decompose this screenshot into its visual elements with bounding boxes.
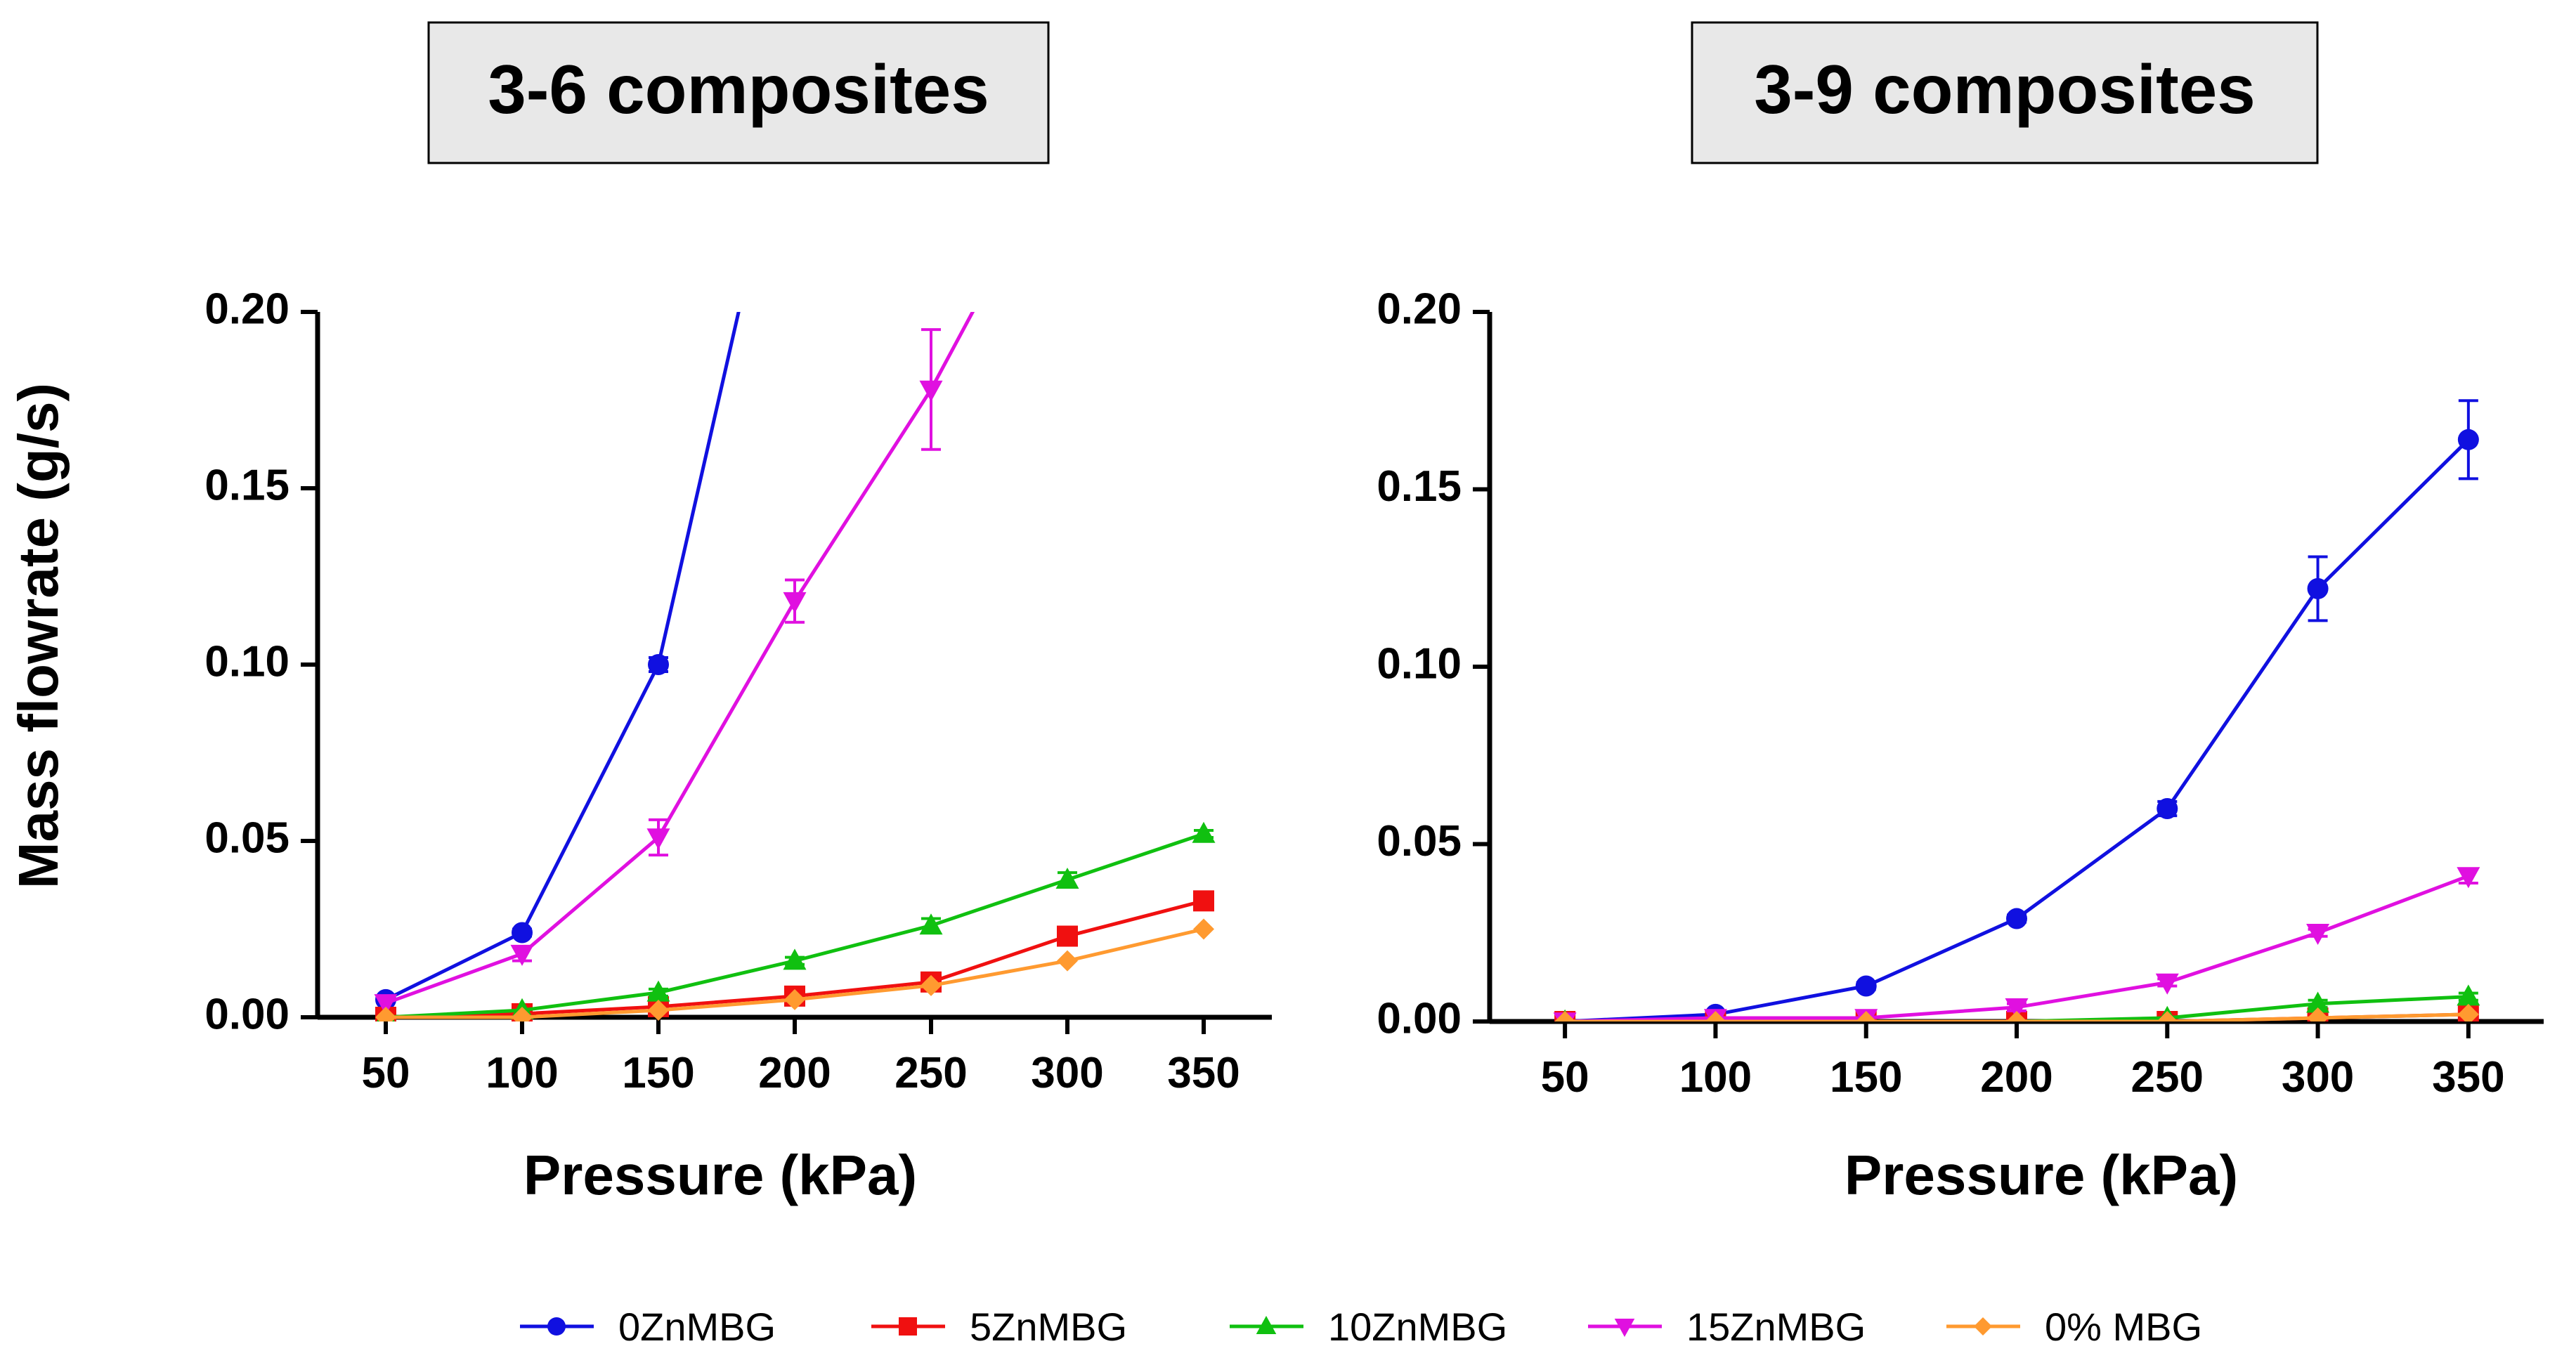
panel-2-line-0znmbg — [1565, 438, 2470, 1021]
panel-2-point-0-mbg — [2157, 1011, 2178, 1021]
panel-1-point-10znmbg — [1192, 821, 1216, 843]
legend-label-10znmbg: 10ZnMBG — [1328, 1305, 1507, 1349]
panel-1-x-tick-label: 250 — [895, 1049, 967, 1097]
panel-1-line-0znmbg — [384, 312, 741, 1002]
legend-item-5znmbg: 5ZnMBG — [871, 1305, 1127, 1349]
panel-1-point-0-mbg — [375, 1007, 396, 1021]
legend-item-15znmbg: 15ZnMBG — [1588, 1305, 1866, 1349]
panel-1-x-axis-label: Pressure (kPa) — [523, 1144, 917, 1206]
panel-1-point-0-mbg — [784, 988, 805, 1010]
panel-2-point-15znmbg — [2155, 973, 2179, 995]
panel-2-point-15znmbg — [2457, 867, 2480, 889]
panel-2-y-tick-label: 0.10 — [1377, 639, 1462, 688]
panel-1-y-tick-label: 0.20 — [204, 285, 290, 333]
legend-label-0znmbg: 0ZnMBG — [618, 1305, 776, 1349]
legend-marker-0znmbg — [547, 1317, 566, 1336]
panel-1-line-15znmbg — [385, 312, 975, 1005]
panel-1-point-0-mbg — [1057, 950, 1078, 972]
panel-1-y-tick-label: 0.05 — [204, 814, 290, 862]
panel-1-point-15znmbg — [919, 380, 943, 402]
panel-2-title-text: 3-9 composites — [1754, 51, 2255, 128]
panel-2-x-tick-label: 150 — [1830, 1053, 1902, 1102]
panel-1-x-tick-label: 150 — [622, 1049, 694, 1097]
legend: 0ZnMBG 5ZnMBG 10ZnMBG 15ZnMBG 0% MBG — [520, 1305, 2202, 1349]
panel-2-point-10znmbg — [2306, 991, 2330, 1013]
legend-label-5znmbg: 5ZnMBG — [970, 1305, 1127, 1349]
legend-item-0-mbg: 0% MBG — [1946, 1305, 2202, 1349]
panel-2-y-tick-label: 0.00 — [1377, 994, 1462, 1043]
legend-marker-10znmbg — [1256, 1316, 1277, 1335]
panel-1-point-15znmbg — [510, 944, 534, 966]
panel-2-point-0znmbg — [2157, 798, 2178, 819]
panel-1-point-5znmbg — [1193, 890, 1214, 912]
panel-1-point-15znmbg — [374, 994, 398, 1016]
legend-label-15znmbg: 15ZnMBG — [1686, 1305, 1866, 1349]
panel-2-point-0znmbg — [2457, 429, 2479, 450]
legend-marker-0-mbg — [1974, 1317, 1992, 1336]
panel-2-point-0-mbg — [2307, 1007, 2329, 1021]
panel-2-point-0-mbg — [2006, 1011, 2027, 1021]
panel-1-x-tick-label: 350 — [1167, 1049, 1240, 1097]
panel-2-x-tick-label: 350 — [2432, 1053, 2504, 1102]
panel-1-plot: 0.00 0.05 0.10 0.15 0.20 50 100 150 200 250 300 350 — [204, 285, 1272, 1097]
legend-marker-5znmbg — [899, 1317, 917, 1336]
panel-1-y-axis-label: Mass flowrate (g/s) — [7, 383, 70, 889]
panel-1-point-0-mbg — [921, 974, 942, 996]
panel-1-x-tick-label: 50 — [362, 1049, 410, 1097]
panel-1-x-tick-label: 200 — [758, 1049, 831, 1097]
panel-2-title: 3-9 composites — [1691, 21, 2319, 164]
panel-1-point-10znmbg — [646, 980, 670, 1002]
panel-2-x-tick-label: 300 — [2282, 1053, 2354, 1102]
panel-2-x-axis-label: Pressure (kPa) — [1845, 1144, 2238, 1206]
panel-2-point-0-mbg — [2457, 1003, 2479, 1021]
panel-1-point-10znmbg — [919, 913, 943, 935]
panel-2-point-15znmbg — [2306, 924, 2330, 945]
panel-2-x-tick-label: 200 — [1980, 1053, 2053, 1102]
panel-2-x-tick-label: 250 — [2131, 1053, 2204, 1102]
panel-2-point-0znmbg — [2307, 577, 2329, 599]
panel-1-y-tick-label: 0.00 — [204, 990, 290, 1038]
panel-2-y-tick-label: 0.15 — [1377, 462, 1462, 511]
legend-item-0znmbg: 0ZnMBG — [520, 1305, 776, 1349]
panel-1-title: 3-6 composites — [427, 21, 1050, 164]
panel-2-x-tick-label: 50 — [1541, 1053, 1589, 1102]
panel-2-series-group — [1553, 399, 2480, 1021]
panel-2-point-0znmbg — [2006, 908, 2027, 929]
panel-2-plot: 0.00 0.05 0.10 0.15 0.20 50 100 150 200 250 300 350 — [1377, 285, 2544, 1102]
panel-1-y-tick-label: 0.15 — [204, 461, 290, 509]
panel-1-series-group — [374, 312, 1216, 1021]
panel-1-point-15znmbg — [783, 592, 807, 613]
panel-1-title-text: 3-6 composites — [488, 51, 989, 128]
panel-2-point-0-mbg — [1855, 1011, 1877, 1021]
legend-marker-15znmbg — [1614, 1318, 1635, 1337]
panel-1-point-0znmbg — [648, 654, 669, 675]
panel-1-point-0znmbg — [512, 922, 533, 944]
panel-1-x-tick-label: 300 — [1031, 1049, 1103, 1097]
panel-1-point-0-mbg — [648, 999, 669, 1021]
panel-1-point-10znmbg — [1055, 867, 1079, 889]
panel-2-y-tick-label: 0.05 — [1377, 817, 1462, 866]
legend-item-10znmbg: 10ZnMBG — [1230, 1305, 1507, 1349]
panel-1-point-0-mbg — [512, 1007, 533, 1021]
panel-1-x-tick-label: 100 — [486, 1049, 558, 1097]
panel-1-point-0-mbg — [1193, 918, 1214, 940]
panel-2-x-tick-label: 100 — [1679, 1053, 1752, 1102]
panel-1-point-10znmbg — [783, 948, 807, 970]
panel-1-point-5znmbg — [1057, 925, 1078, 947]
legend-label-0-mbg: 0% MBG — [2045, 1305, 2202, 1349]
panel-2-point-0znmbg — [1855, 975, 1877, 997]
panel-2-point-15znmbg — [2005, 998, 2029, 1020]
panel-1-point-15znmbg — [646, 828, 670, 850]
panel-2-y-tick-label: 0.20 — [1377, 285, 1462, 333]
panel-2-point-0-mbg — [1554, 1011, 1576, 1021]
panel-2-point-10znmbg — [2457, 984, 2480, 1006]
panel-2-point-0-mbg — [1705, 1011, 1726, 1021]
panel-1-y-tick-label: 0.10 — [204, 637, 290, 686]
